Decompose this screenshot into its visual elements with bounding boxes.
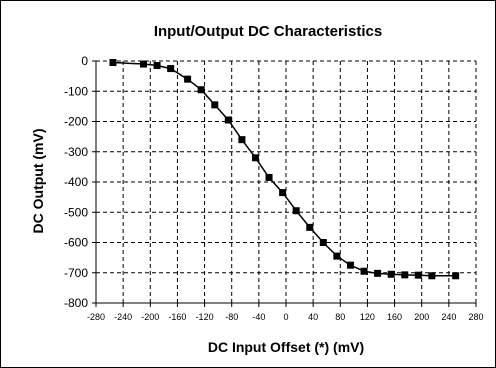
chart-title: Input/Output DC Characteristics <box>154 23 382 40</box>
plot-area: 0-100-200-300-400-500-600-700-800-280 -24… <box>64 54 484 322</box>
data-point-marker <box>109 59 117 67</box>
data-point-marker <box>224 116 232 124</box>
x-tick-label: 160 <box>387 312 402 322</box>
x-tick-label: -120 <box>196 312 214 322</box>
data-point-marker <box>279 189 287 197</box>
data-point-marker <box>401 271 409 279</box>
x-tick-label: -200 <box>141 312 159 322</box>
x-tick-label: 80 <box>335 312 345 322</box>
data-point-marker <box>428 272 436 280</box>
data-point-marker <box>387 270 395 278</box>
y-tick-label: -800 <box>64 296 88 310</box>
data-point-marker <box>360 267 368 275</box>
x-tick-label: -240 <box>114 312 132 322</box>
y-tick-label: -600 <box>64 236 88 250</box>
data-point-marker <box>292 207 300 215</box>
data-point-marker <box>153 62 161 70</box>
y-tick-label: 0 <box>81 54 88 68</box>
data-point-marker <box>414 271 422 279</box>
data-point-marker <box>238 136 246 144</box>
y-axis-title: DC Output (mV) <box>30 129 46 234</box>
data-point-marker <box>306 223 314 231</box>
data-point-marker <box>197 86 205 94</box>
data-point-marker <box>211 101 219 109</box>
data-point-marker <box>374 269 382 277</box>
x-tick-label: -280 <box>87 312 105 322</box>
y-tick-label: -200 <box>64 115 88 129</box>
y-tick-label: -400 <box>64 175 88 189</box>
data-point-marker <box>167 65 175 73</box>
data-point-marker <box>452 272 460 280</box>
x-tick-label: 40 <box>308 312 318 322</box>
data-point-marker <box>184 75 192 83</box>
y-tick-label: -100 <box>64 84 88 98</box>
x-axis-title: DC Input Offset (*) (mV) <box>208 339 364 355</box>
x-tick-label: -40 <box>252 312 265 322</box>
data-point-marker <box>140 60 147 68</box>
data-point-marker <box>319 239 327 246</box>
x-tick-label: -80 <box>225 312 238 322</box>
x-tick-label: 120 <box>360 312 375 322</box>
x-tick-label: 0 <box>283 312 288 322</box>
data-point-marker <box>333 252 341 260</box>
x-tick-label: 280 <box>468 312 483 322</box>
data-point-marker <box>265 173 273 181</box>
y-tick-label: -500 <box>64 205 88 219</box>
y-tick-label: -700 <box>64 266 88 280</box>
x-tick-label: -160 <box>168 312 186 322</box>
y-tick-label: -300 <box>64 145 88 159</box>
x-tick-label: 240 <box>441 312 456 322</box>
data-point-marker <box>251 154 259 162</box>
x-tick-label: 200 <box>414 312 429 322</box>
data-point-marker <box>346 261 354 269</box>
